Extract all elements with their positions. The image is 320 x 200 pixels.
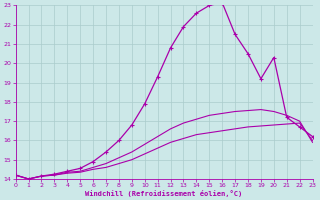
X-axis label: Windchill (Refroidissement éolien,°C): Windchill (Refroidissement éolien,°C) <box>85 190 243 197</box>
